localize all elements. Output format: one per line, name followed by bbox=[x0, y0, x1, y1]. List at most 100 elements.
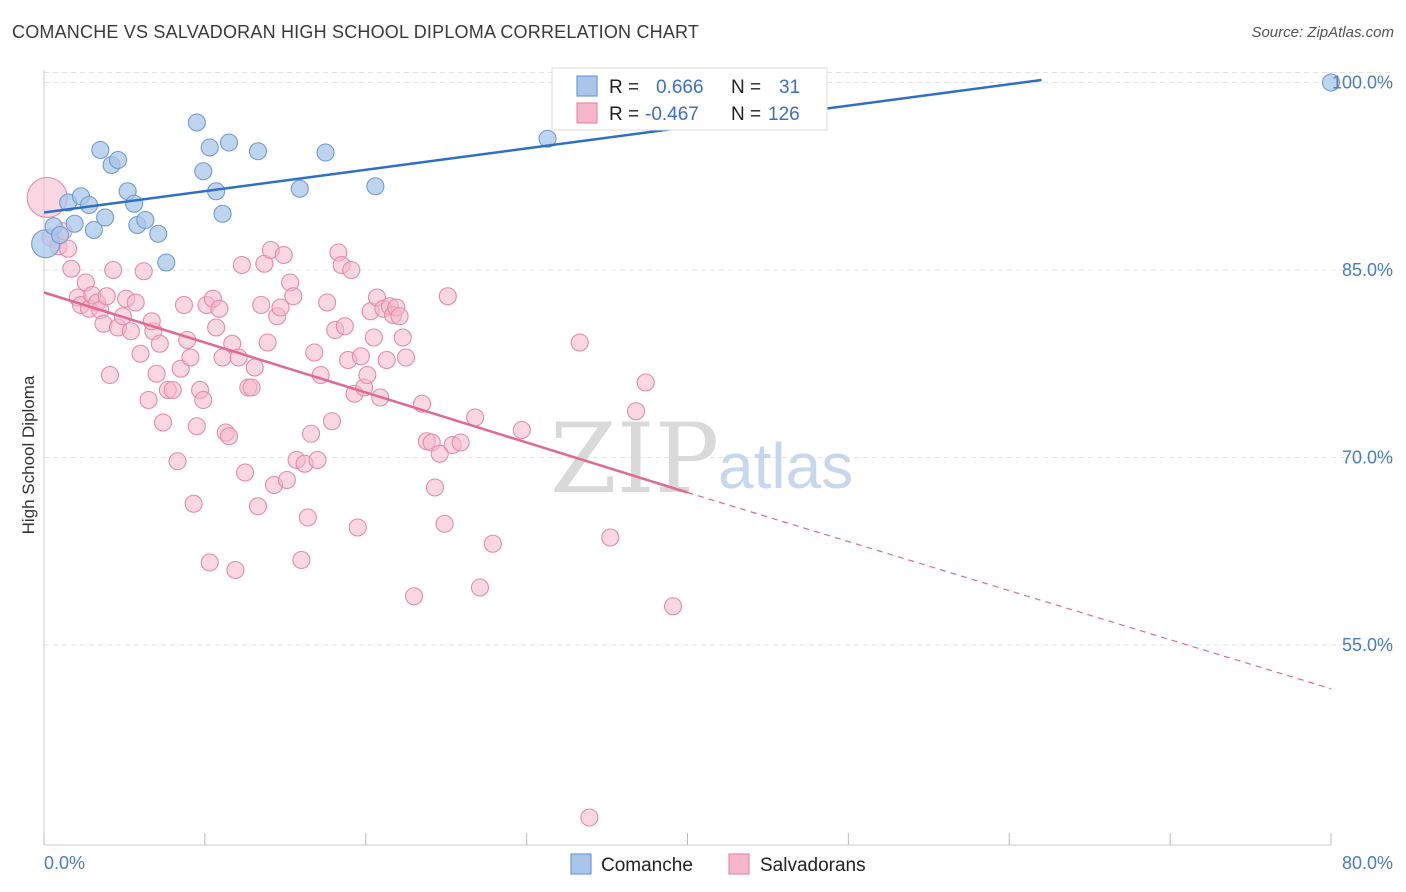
comanche-point-25 bbox=[290, 179, 309, 198]
salvadoran-point-52 bbox=[236, 463, 255, 482]
x-tick-label-80: 80.0% bbox=[1342, 853, 1393, 873]
comanche-point-11 bbox=[108, 150, 128, 170]
salvadoran-point-119 bbox=[580, 808, 599, 827]
salvadoran-point-74 bbox=[308, 450, 327, 470]
comanche-point-19 bbox=[194, 162, 213, 181]
stats-comanche-r-label: R = bbox=[609, 77, 639, 98]
salvadoran-point-111 bbox=[470, 578, 490, 597]
salvadoran-point-54 bbox=[242, 378, 261, 397]
salvadoran-point-72 bbox=[302, 424, 321, 443]
legend-label-salvadoran: Salvadorans bbox=[760, 855, 866, 876]
salvadoran-regression-line bbox=[43, 291, 688, 494]
salvadoran-point-26 bbox=[147, 364, 166, 383]
salvadoran-point-56 bbox=[248, 497, 268, 516]
salvadoran-point-112 bbox=[483, 534, 502, 553]
salvadoran-point-64 bbox=[274, 245, 293, 265]
salvadoran-point-39 bbox=[194, 390, 213, 410]
salvadoran-point-105 bbox=[425, 478, 444, 497]
salvadoran-point-99 bbox=[393, 328, 412, 347]
salvadoran-point-14 bbox=[97, 287, 116, 306]
regression-lines bbox=[43, 78, 1332, 690]
salvadoran-point-59 bbox=[258, 333, 277, 352]
comanche-point-13 bbox=[125, 194, 144, 213]
salvadoran-point-94 bbox=[377, 350, 396, 370]
comanche-point-24 bbox=[248, 142, 268, 161]
salvadoran-point-67 bbox=[284, 287, 303, 306]
legend: Comanche Salvadorans bbox=[570, 853, 866, 876]
salvadoran-point-5 bbox=[62, 259, 81, 278]
salvadoran-point-100 bbox=[396, 348, 416, 367]
chart-title: COMANCHE VS SALVADORAN HIGH SCHOOL DIPLO… bbox=[12, 22, 700, 42]
salvadoran-point-41 bbox=[200, 553, 219, 572]
y-tick-label-70: 70.0% bbox=[1342, 448, 1393, 468]
salvadoran-point-116 bbox=[626, 402, 646, 421]
salvadoran-point-107 bbox=[435, 514, 454, 533]
salvadoran-point-15 bbox=[100, 365, 120, 385]
stats-salvadoran-r-label: R = bbox=[609, 104, 639, 125]
stats-comanche-r: 0.666 bbox=[656, 77, 704, 98]
salvadoran-point-55 bbox=[245, 358, 264, 377]
x-tick-marks bbox=[43, 833, 1332, 845]
salvadoran-point-65 bbox=[277, 470, 296, 490]
y-axis-label: High School Diploma bbox=[19, 375, 38, 534]
comanche-point-9 bbox=[96, 208, 115, 227]
salvadoran-point-71 bbox=[298, 508, 317, 527]
comanche-point-22 bbox=[213, 204, 232, 223]
y-tick-label-85: 85.0% bbox=[1342, 260, 1393, 280]
salvadoran-point-21 bbox=[126, 293, 145, 312]
salvadoran-point-81 bbox=[335, 317, 354, 336]
comanche-point-4 bbox=[65, 214, 84, 233]
comanche-point-16 bbox=[149, 224, 168, 243]
stats-salvadoran-n: 126 bbox=[768, 104, 800, 125]
comanche-point-18 bbox=[187, 113, 206, 132]
salvadoran-point-28 bbox=[153, 413, 173, 432]
comanche-point-28 bbox=[538, 129, 557, 148]
salvadoran-point-85 bbox=[348, 518, 367, 537]
salvadoran-point-86 bbox=[351, 347, 370, 366]
comanche-point-20 bbox=[200, 138, 219, 157]
comanche-regression-line bbox=[43, 78, 1042, 214]
salvadoran-point-36 bbox=[184, 494, 203, 513]
comanche-point-23 bbox=[219, 133, 239, 152]
salvadoran-point-83 bbox=[342, 260, 361, 280]
stats-comanche-n-label: N = bbox=[731, 77, 761, 98]
salvadoran-point-108 bbox=[438, 287, 457, 306]
salvadoran-point-31 bbox=[168, 452, 187, 471]
watermark-atlas: atlas bbox=[718, 430, 853, 502]
chart-source: Source: ZipAtlas.com bbox=[1251, 24, 1394, 41]
comanche-points bbox=[31, 73, 1341, 272]
salvadoran-regression-extension bbox=[687, 491, 1332, 690]
salvadoran-point-47 bbox=[219, 427, 239, 446]
salvadoran-point-16 bbox=[104, 260, 123, 280]
x-tick-label-0: 0.0% bbox=[44, 853, 85, 873]
comanche-point-8 bbox=[91, 140, 110, 160]
legend-label-comanche: Comanche bbox=[601, 855, 693, 876]
salvadoran-point-88 bbox=[358, 365, 377, 385]
salvadoran-point-43 bbox=[207, 318, 226, 337]
salvadoran-point-101 bbox=[404, 587, 424, 606]
y-tick-label-100: 100.0% bbox=[1332, 73, 1393, 93]
y-tick-label-55: 55.0% bbox=[1342, 635, 1393, 655]
salvadoran-point-114 bbox=[570, 333, 589, 352]
stats-swatch-comanche bbox=[576, 75, 598, 97]
comanche-point-27 bbox=[366, 177, 385, 196]
salvadoran-point-69 bbox=[292, 550, 311, 570]
salvadoran-point-118 bbox=[663, 597, 683, 616]
salvadoran-point-35 bbox=[181, 348, 200, 367]
comanche-point-17 bbox=[157, 253, 176, 272]
watermark: ZIP atlas bbox=[550, 403, 853, 515]
salvadoran-point-76 bbox=[318, 293, 337, 312]
salvadoran-point-98 bbox=[390, 307, 409, 326]
stats-salvadoran-r: -0.467 bbox=[645, 104, 699, 125]
comanche-point-30 bbox=[1321, 73, 1341, 92]
salvadoran-point-113 bbox=[512, 420, 531, 440]
salvadoran-point-37 bbox=[187, 417, 206, 436]
y-tick-labels: 100.0% 85.0% 70.0% 55.0% bbox=[1332, 73, 1393, 656]
salvadoran-point-49 bbox=[226, 560, 245, 580]
legend-swatch-salvadoran bbox=[728, 853, 750, 875]
salvadoran-point-117 bbox=[636, 373, 655, 392]
stats-comanche-n: 31 bbox=[779, 77, 800, 98]
legend-swatch-comanche bbox=[570, 853, 592, 875]
salvadoran-point-20 bbox=[121, 322, 140, 341]
